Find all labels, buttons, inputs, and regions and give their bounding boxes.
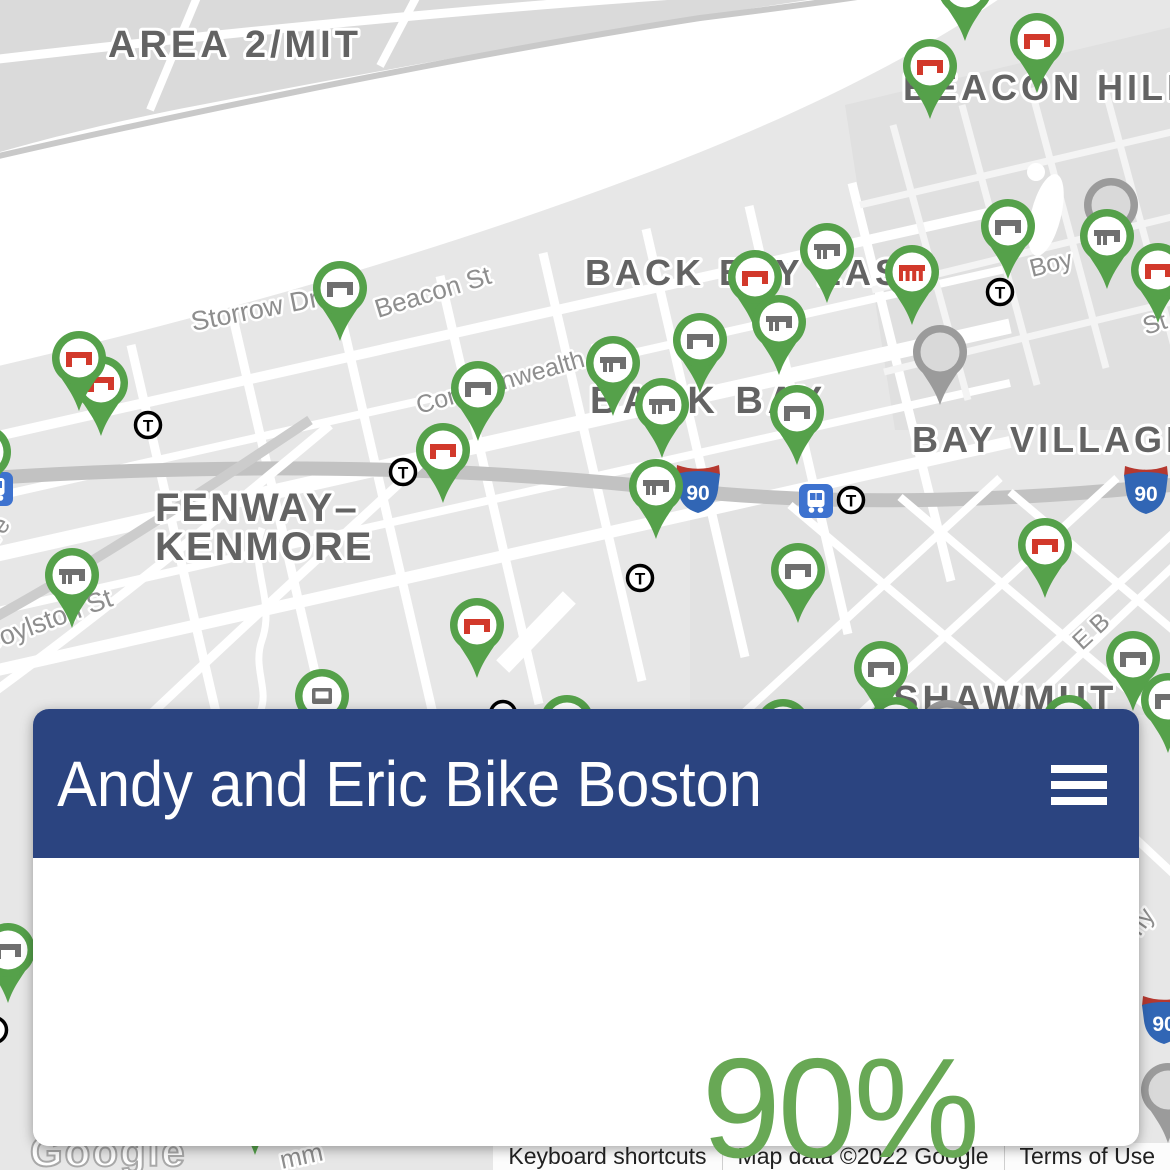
mbta-t-icon[interactable]: T (0, 1017, 9, 1043)
station-marker[interactable] (0, 425, 11, 505)
station-marker[interactable] (586, 336, 640, 416)
station-marker[interactable] (1018, 518, 1072, 598)
terms-of-use-link[interactable]: Terms of Use (1019, 1143, 1155, 1169)
station-marker[interactable] (0, 923, 35, 1003)
station-marker[interactable] (313, 261, 367, 341)
bike-dock-icon (868, 662, 894, 677)
svg-text:90: 90 (686, 482, 709, 505)
bike-dock-icon (1032, 539, 1058, 554)
hamburger-icon (1051, 765, 1107, 773)
svg-text:T: T (143, 417, 154, 436)
attribution-divider (721, 1143, 723, 1170)
station-marker[interactable] (45, 548, 99, 628)
panel-body: 90% 398 of 441 stations (33, 858, 1139, 1170)
bike-dock-icon (814, 244, 840, 259)
bike-dock-icon (600, 357, 626, 372)
station-marker[interactable] (52, 331, 106, 411)
station-marker[interactable] (771, 543, 825, 623)
svg-text:T: T (635, 570, 646, 589)
map-data-text: Map data ©2022 Google (737, 1143, 989, 1169)
interstate-90-shield: 90 (1142, 996, 1170, 1044)
menu-button[interactable] (1051, 765, 1107, 805)
neighborhood-label: KENMORE (155, 525, 373, 569)
kiosk-icon (312, 688, 332, 704)
station-marker[interactable] (938, 0, 992, 41)
empty-marker[interactable] (913, 325, 967, 405)
neighborhood-label: AREA 2/MIT (108, 24, 362, 66)
station-marker[interactable] (451, 361, 505, 441)
panel-header: Andy and Eric Bike Boston (33, 709, 1139, 858)
svg-text:T: T (846, 492, 857, 511)
bike-dock-icon (766, 316, 792, 331)
bike-dock-icon (465, 382, 491, 397)
bike-dock-icon (464, 619, 490, 634)
station-marker[interactable] (450, 598, 504, 678)
mbta-t-icon[interactable]: T (836, 485, 866, 515)
svg-text:T: T (398, 464, 409, 483)
station-marker[interactable] (752, 295, 806, 375)
station-marker[interactable] (635, 378, 689, 458)
station-marker[interactable] (673, 313, 727, 393)
station-marker[interactable] (854, 641, 908, 721)
bottom-sheet: Andy and Eric Bike Boston 90% 398 of 441… (33, 709, 1139, 1170)
station-marker[interactable] (800, 223, 854, 303)
station-marker[interactable] (1010, 13, 1064, 93)
keyboard-shortcuts-link[interactable]: Keyboard shortcuts (508, 1143, 707, 1169)
hamburger-icon (1051, 797, 1107, 805)
neighborhood-label: BAY VILLAGE (912, 419, 1170, 460)
bike-dock-icon (66, 352, 92, 367)
bike-dock-icon (649, 399, 675, 414)
station-marker[interactable] (885, 245, 939, 325)
station-marker[interactable] (903, 39, 957, 119)
map-icons: 909090TTTTTTT (0, 277, 1170, 1044)
bike-dock-icon (1024, 34, 1050, 49)
bike-dock-icon (643, 480, 669, 495)
station-marker[interactable] (629, 459, 683, 539)
bike-dock-icon (0, 944, 21, 959)
bike-dock-icon (59, 569, 85, 584)
bike-dock-icon (327, 282, 353, 297)
progress-percent: 90% (701, 1029, 980, 1170)
bike-dock-icon (1145, 264, 1170, 279)
rail-station-icon[interactable] (799, 484, 833, 518)
svg-text:90: 90 (1134, 483, 1157, 506)
svg-text:T: T (995, 284, 1006, 303)
mbta-t-icon[interactable]: T (133, 410, 163, 440)
svg-text:90: 90 (1152, 1013, 1170, 1036)
interstate-90-shield: 90 (676, 465, 720, 513)
empty-marker[interactable] (1141, 1063, 1170, 1143)
neighborhood-label: FENWAY– (155, 486, 359, 530)
bike-dock-icon (742, 271, 768, 286)
station-marker[interactable] (981, 199, 1035, 279)
app-title: Andy and Eric Bike Boston (57, 747, 762, 820)
map-attribution: Keyboard shortcuts Map data ©2022 Google… (493, 1143, 1170, 1170)
hamburger-icon (1051, 781, 1107, 789)
station-marker[interactable] (1141, 673, 1170, 753)
bike-dock-icon (917, 60, 943, 75)
bike-dock-icon (430, 444, 456, 459)
bike-dock-icon (1094, 230, 1120, 245)
bike-dock-icon (1155, 694, 1170, 709)
station-marker[interactable] (770, 385, 824, 465)
bike-dock-icon (899, 265, 925, 281)
station-marker[interactable] (416, 423, 470, 503)
station-marker[interactable] (1131, 243, 1170, 323)
mbta-t-icon[interactable]: T (985, 277, 1015, 307)
bike-dock-icon (784, 406, 810, 421)
station-marker[interactable] (1080, 209, 1134, 289)
bike-dock-icon (687, 334, 713, 349)
bike-dock-icon (785, 564, 811, 579)
station-marker[interactable] (1106, 631, 1160, 711)
interstate-90-shield: 90 (1124, 466, 1168, 514)
bike-dock-icon (1120, 652, 1146, 667)
bike-dock-icon (995, 220, 1021, 235)
attribution-divider (1003, 1143, 1005, 1170)
mbta-t-icon[interactable]: T (625, 563, 655, 593)
rail-station-icon[interactable] (0, 472, 13, 506)
mbta-t-icon[interactable]: T (388, 457, 418, 487)
